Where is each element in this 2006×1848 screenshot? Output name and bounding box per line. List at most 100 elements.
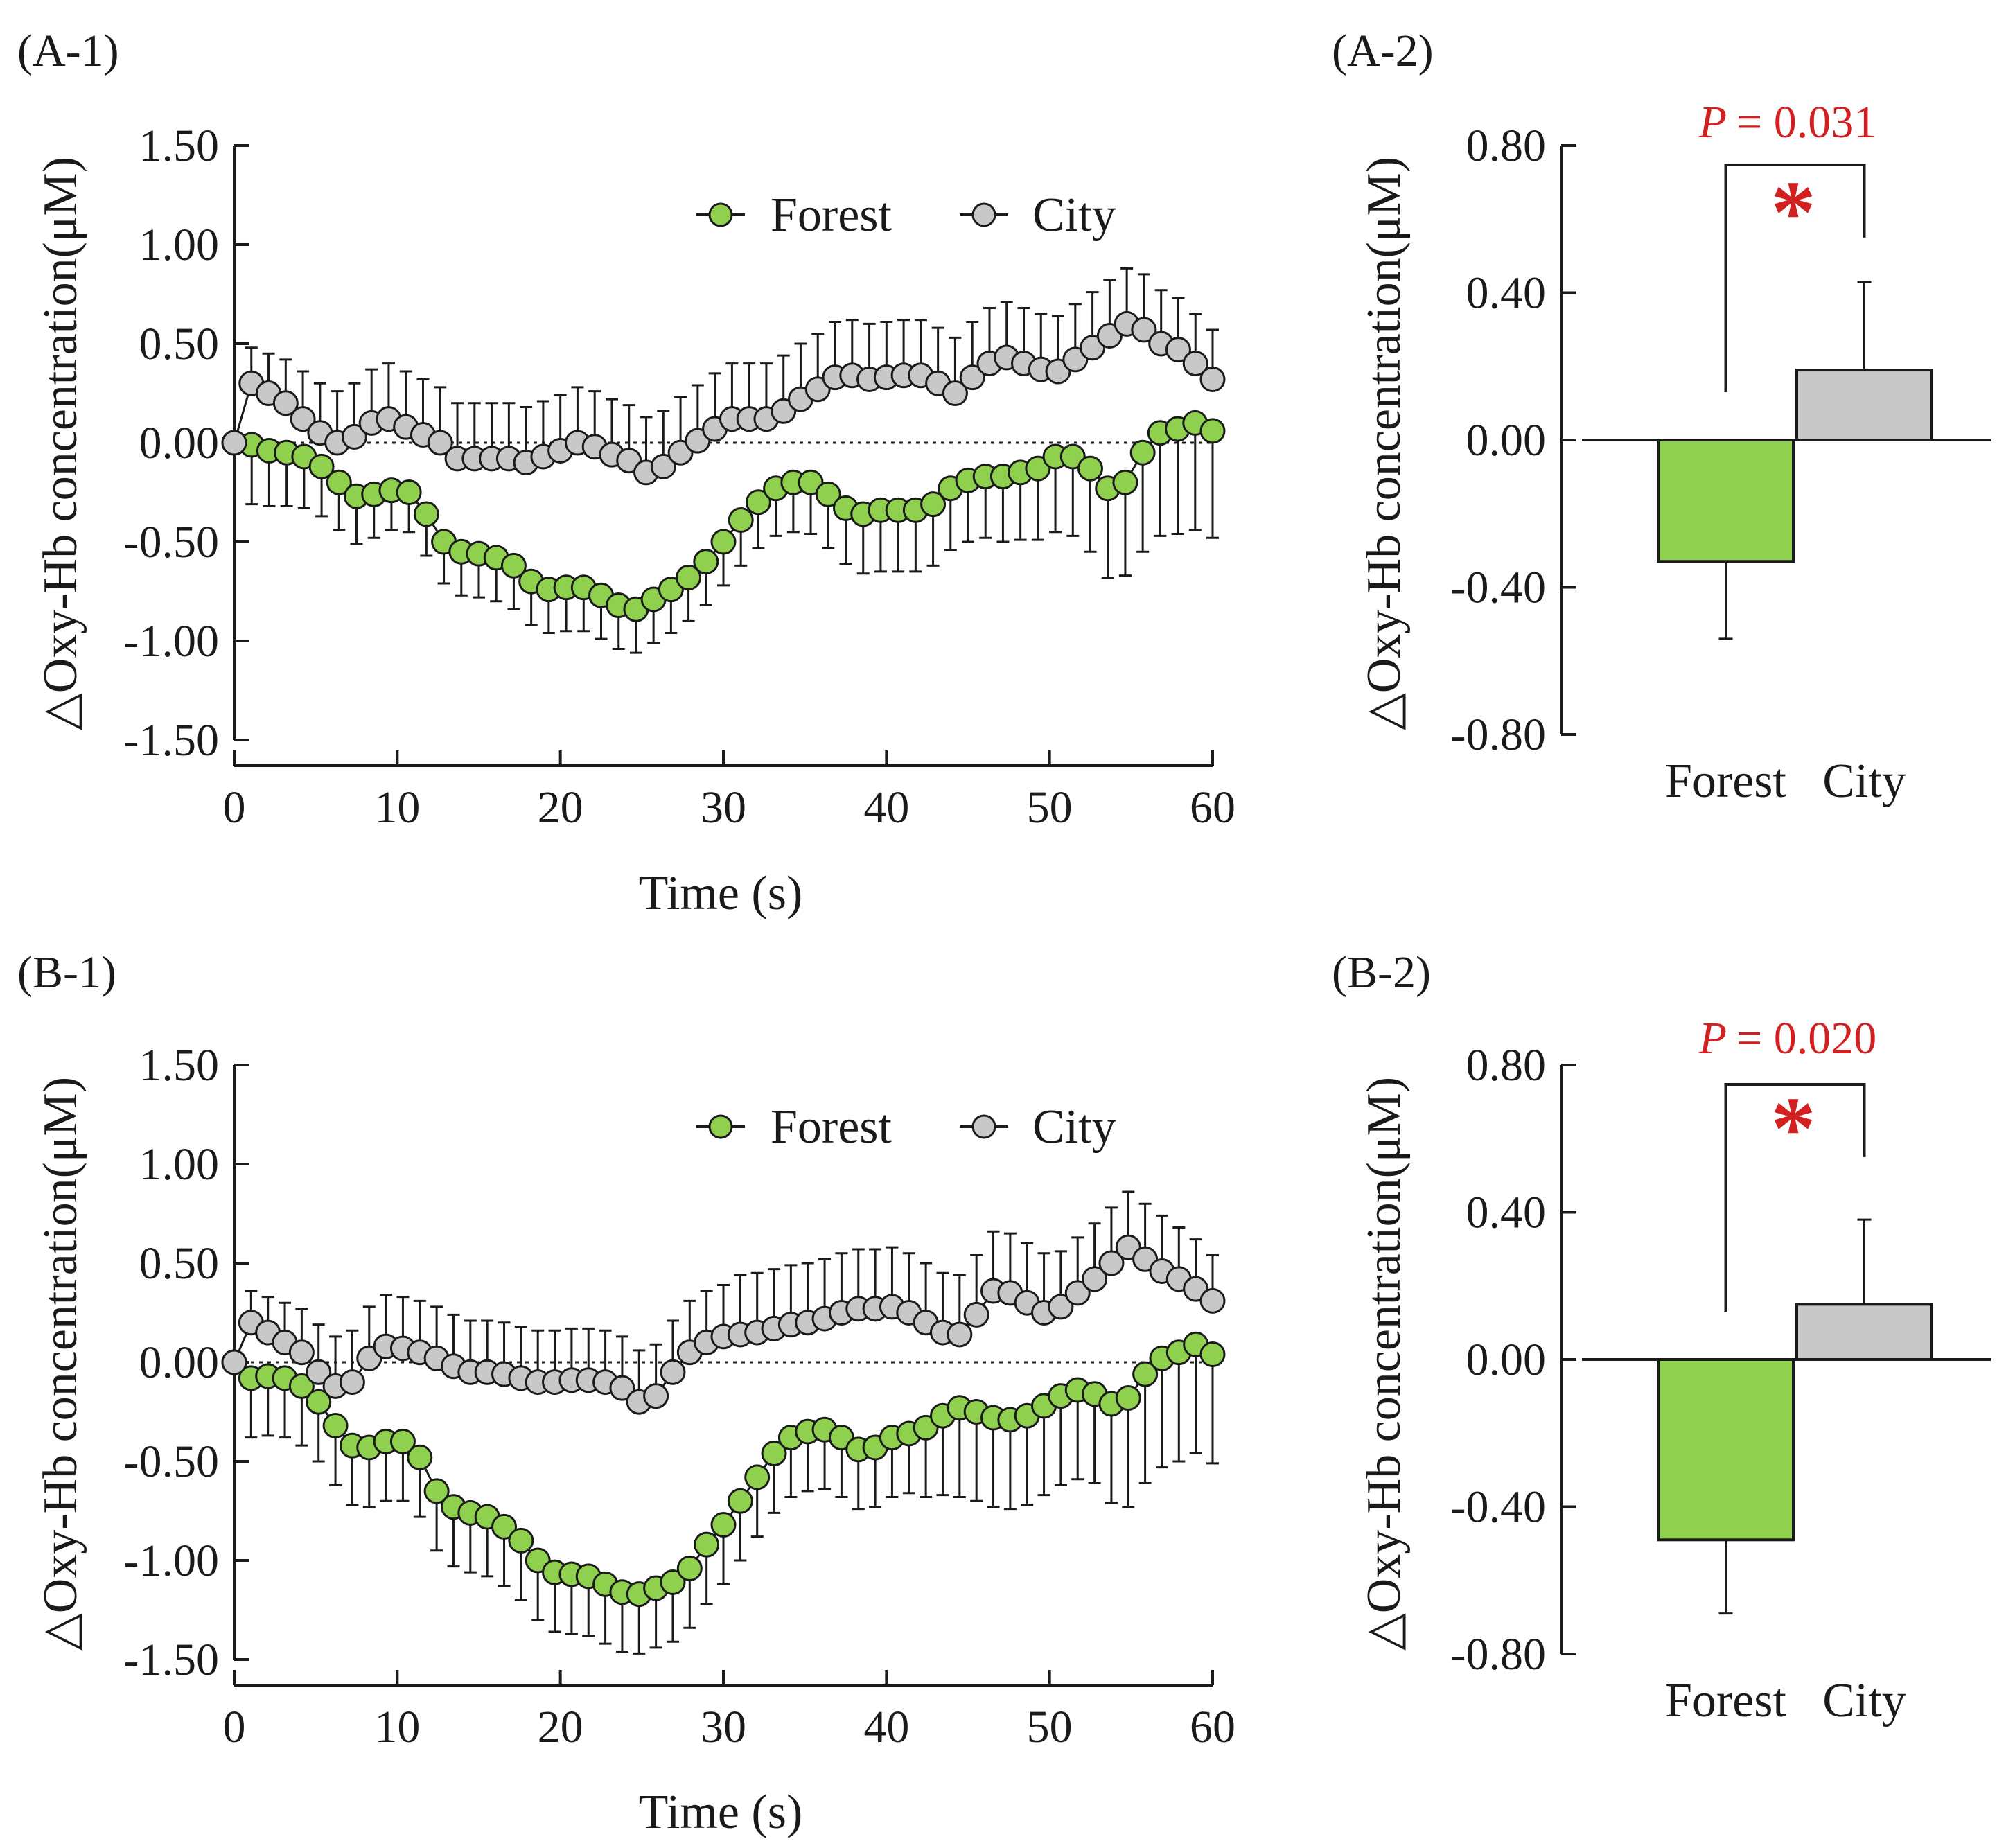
data-point-city [341,423,367,450]
axis-ticks: 1.50 1.00 0.50 0.00 -0.50 -1.00 -1.500 10 20 30 40… [124,121,1235,833]
data-point-forest [710,1512,737,1538]
y-axis-label: △Oxy-Hb concentration(μM) [1357,1077,1411,1651]
data-point-forest [1129,439,1156,466]
y-tick-label: 1.00 [139,1139,220,1190]
markers-city [221,1234,1226,1415]
data-point-forest [658,577,684,603]
data-point-city [609,1375,635,1401]
data-point-city [1182,351,1208,377]
data-point-forest [396,479,422,505]
legend-label-city: City [1032,1100,1116,1154]
y-tick-label: 0.00 [139,1337,220,1388]
x-tick-label: 30 [701,1702,746,1752]
y-tick-label: 0.80 [1466,121,1547,171]
x-tick-label: 60 [1190,1702,1235,1752]
legend-marker-city [971,1114,996,1139]
panel-label: (A-1) [17,26,119,76]
significance-bracket [1724,1083,1866,1312]
legend: Forest City [696,188,1116,242]
data-point-city [288,1339,315,1366]
p-value: = 0.031 [1736,97,1876,148]
legend-marker-forest [708,1114,733,1139]
bar-city [1795,369,1933,441]
significance-bracket [1724,164,1866,392]
y-tick-label: 0.00 [1466,415,1547,466]
data-point-forest [1199,418,1226,444]
y-tick-label: -0.40 [1451,563,1546,613]
x-tick-label: 50 [1027,1702,1073,1752]
y-tick-label: 0.00 [139,418,220,468]
y-tick-label: 0.40 [1466,268,1547,319]
panel-a2-bar-chart: (A-2) △Oxy-Hb concentration(μM) 0.80 0.40… [1332,26,1991,808]
data-point-forest [407,1444,433,1470]
data-point-forest [727,1488,753,1514]
panel-b1-line-chart: (B-1) △Oxy-Hb concentration(μM) Time (s)… [17,947,1235,1839]
data-point-forest [694,1531,720,1558]
x-axis-label: Time (s) [639,867,803,920]
data-point-city [1098,1250,1125,1276]
y-tick-label: 0.50 [139,319,220,369]
data-point-city [1199,1287,1226,1314]
markers-forest [221,1331,1226,1608]
data-point-city [959,364,985,391]
data-point-forest [1132,1361,1159,1387]
data-point-city [339,1369,365,1396]
data-point-city [427,430,453,456]
data-point-forest [728,507,754,534]
bar-city [1795,1303,1933,1361]
bar-forest [1657,439,1795,563]
data-point-forest [676,1555,703,1581]
bar-forest [1657,1358,1795,1542]
y-tick-label: -0.50 [124,517,219,567]
plot-data: Forest City [1582,164,1991,808]
data-point-city [942,380,968,406]
p-value-label: P = 0.031 [1698,97,1877,148]
legend-label-city: City [1032,188,1116,242]
data-point-forest [306,1389,332,1415]
x-tick-label: 20 [538,1702,583,1752]
data-point-city [660,1359,686,1385]
y-tick-label: -0.80 [1451,1629,1546,1680]
x-tick-label: 60 [1190,782,1235,833]
panel-label: (B-2) [1332,947,1431,998]
y-tick-label: 1.50 [139,1040,220,1091]
markers-forest [221,410,1226,622]
data-point-city [272,390,299,416]
data-point-forest [500,552,527,579]
data-point-city [290,406,316,432]
data-point-forest [798,469,824,495]
x-tick-label: 0 [223,1702,246,1752]
data-point-city [963,1301,989,1328]
data-point-forest [1077,455,1103,482]
data-point-forest [288,1373,315,1399]
y-tick-label: 0.00 [1466,1335,1547,1385]
y-tick-label: -1.00 [124,616,219,667]
p-symbol: P [1698,1013,1727,1064]
data-point-forest [1115,1384,1141,1411]
y-tick-label: -1.50 [124,1635,219,1685]
data-point-forest [693,549,719,575]
plot-data [221,267,1226,654]
significance-star: * [1771,163,1816,263]
data-point-city [643,1383,669,1409]
data-point-city [1131,317,1157,343]
data-point-forest [1059,443,1086,470]
data-point-forest [744,1464,771,1490]
legend-marker-city [971,202,996,227]
data-point-city [306,1359,332,1385]
category-label: City [1822,755,1906,808]
y-tick-label: 0.40 [1466,1188,1547,1238]
x-tick-label: 10 [374,1702,420,1752]
panel-b2-bar-chart: (B-2) △Oxy-Hb concentration(μM) 0.80 0.40… [1332,947,1991,1727]
y-tick-label: 1.50 [139,121,220,171]
markers-city [221,310,1226,486]
legend-label-forest: Forest [771,1100,892,1154]
plot-data: Forest City [1582,1083,1991,1727]
panel-a1-line-chart: (A-1) △Oxy-Hb concentration(μM) Time (s)… [17,26,1235,920]
category-label: City [1822,1674,1906,1727]
p-value-label: P = 0.020 [1698,1013,1877,1064]
y-tick-label: -0.40 [1451,1482,1546,1533]
x-tick-label: 0 [223,782,246,833]
p-value: = 0.020 [1736,1013,1876,1064]
